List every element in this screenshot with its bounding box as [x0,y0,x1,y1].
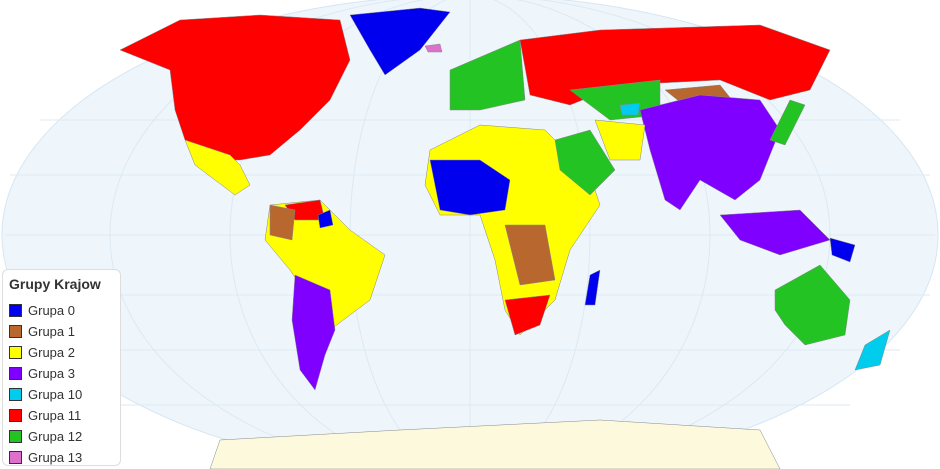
region-guiana[interactable] [317,209,334,229]
legend-label: Grupa 10 [28,387,83,402]
region-southeast-asia[interactable] [719,209,831,256]
legend-swatch [9,409,22,422]
legend-item[interactable]: Grupa 3 [9,363,120,384]
legend: Grupy Krajow Grupa 0 Grupa 1 Grupa 2 Grupa … [2,269,121,466]
legend-label: Grupa 12 [28,429,83,444]
region-southern-cone[interactable] [291,274,336,391]
region-tajikistan[interactable] [619,102,641,116]
region-china-india[interactable] [639,94,781,211]
region-antarctica[interactable] [209,419,781,469]
region-central-africa[interactable] [504,224,556,286]
legend-item[interactable]: Grupa 10 [9,384,120,405]
legend-item[interactable]: Grupa 0 [9,300,120,321]
legend-label: Grupa 13 [28,450,83,465]
region-colombia[interactable] [269,204,296,241]
legend-item[interactable]: Grupa 11 [9,405,120,426]
region-south-america[interactable] [264,199,386,331]
region-iran[interactable] [594,119,646,161]
region-mexico[interactable] [184,139,251,196]
region-russia[interactable] [519,24,831,106]
region-europe[interactable] [449,39,526,111]
region-middle-east[interactable] [554,129,616,196]
legend-label: Grupa 1 [28,324,75,339]
legend-swatch [9,346,22,359]
legend-item[interactable]: Grupa 2 [9,342,120,363]
region-south-africa[interactable] [504,294,551,336]
legend-swatch [9,367,22,380]
region-australia[interactable] [774,264,851,346]
legend-item[interactable]: Grupa 1 [9,321,120,342]
legend-swatch [9,325,22,338]
region-japan[interactable] [769,99,806,146]
legend-label: Grupa 0 [28,303,75,318]
countries [119,7,891,469]
region-new-zealand[interactable] [854,329,891,371]
legend-item[interactable]: Grupa 13 [9,447,120,468]
legend-title: Grupy Krajow [9,276,101,292]
region-madagascar[interactable] [584,269,601,306]
legend-swatch [9,451,22,464]
legend-label: Grupa 11 [28,408,82,423]
legend-swatch [9,304,22,317]
region-new-guinea[interactable] [829,237,856,263]
region-svalbard[interactable] [424,43,443,53]
legend-swatch [9,388,22,401]
region-greenland[interactable] [349,7,451,76]
region-west-africa[interactable] [429,159,511,216]
legend-label: Grupa 3 [28,366,75,381]
legend-item[interactable]: Grupa 12 [9,426,120,447]
legend-label: Grupa 2 [28,345,75,360]
region-north-america[interactable] [119,14,351,161]
legend-swatch [9,430,22,443]
